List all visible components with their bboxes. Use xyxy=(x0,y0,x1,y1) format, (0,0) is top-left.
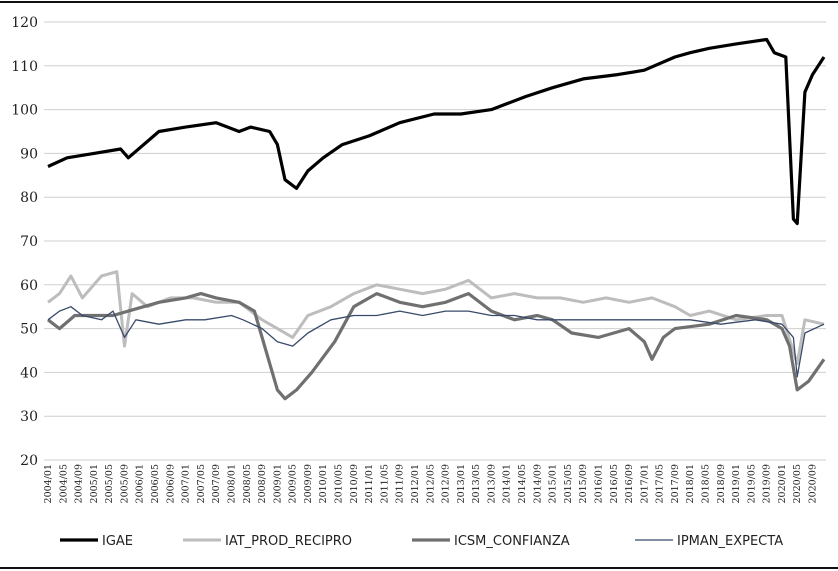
y-tick-label: 40 xyxy=(20,365,38,381)
y-tick-label: 80 xyxy=(20,190,38,206)
x-tick-label: 2005/05 xyxy=(104,464,115,503)
x-tick-label: 2019/05 xyxy=(746,464,757,503)
legend-label: IGAE xyxy=(102,534,133,549)
y-tick-label: 90 xyxy=(20,146,38,162)
x-tick-label: 2012/01 xyxy=(410,464,421,503)
x-tick-label: 2010/05 xyxy=(334,464,345,503)
x-tick-label: 2006/05 xyxy=(150,464,161,503)
x-tick-label: 2017/09 xyxy=(670,464,681,503)
x-tick-label: 2011/01 xyxy=(364,464,375,503)
x-tick-label: 2014/05 xyxy=(517,464,528,503)
x-tick-label: 2015/05 xyxy=(563,464,574,503)
y-tick-label: 20 xyxy=(20,453,38,469)
series-line-icsm-confianza xyxy=(47,292,826,401)
x-tick-label: 2006/01 xyxy=(135,464,146,503)
y-tick-label: 110 xyxy=(11,59,38,75)
x-tick-label: 2009/09 xyxy=(303,464,314,503)
x-tick-label: 2013/09 xyxy=(486,464,497,503)
y-tick-label: 50 xyxy=(20,322,38,338)
x-tick-label: 2020/01 xyxy=(777,464,788,503)
y-tick-label: 120 xyxy=(11,15,38,31)
x-tick-label: 2011/09 xyxy=(395,464,406,503)
legend-label: IPMAN_EXPECTA xyxy=(677,534,783,549)
x-tick-label: 2012/09 xyxy=(441,464,452,503)
x-tick-label: 2015/09 xyxy=(578,464,589,503)
y-tick-label: 100 xyxy=(11,103,38,119)
x-tick-label: 2016/01 xyxy=(593,464,604,503)
y-tick-label: 60 xyxy=(20,278,38,294)
x-tick-label: 2013/05 xyxy=(471,464,482,503)
x-tick-label: 2013/01 xyxy=(456,464,467,503)
x-tick-label: 2017/05 xyxy=(655,464,666,503)
x-tick-label: 2016/05 xyxy=(609,464,620,503)
y-tick-label: 70 xyxy=(20,234,38,250)
series-line-ipman-expecta xyxy=(47,306,825,378)
series-line-igae xyxy=(47,37,826,226)
x-tick-label: 2014/09 xyxy=(532,464,543,503)
x-tick-label: 2017/01 xyxy=(639,464,650,503)
x-tick-label: 2011/05 xyxy=(379,464,390,503)
x-tick-label: 2007/01 xyxy=(181,464,192,503)
x-tick-label: 2008/01 xyxy=(226,464,237,503)
x-tick-label: 2014/01 xyxy=(502,464,513,503)
x-tick-label: 2007/09 xyxy=(211,464,222,503)
x-tick-label: 2020/05 xyxy=(792,464,803,503)
x-tick-label: 2004/05 xyxy=(58,464,69,503)
legend-label: ICSM_CONFIANZA xyxy=(454,534,570,549)
x-tick-label: 2004/01 xyxy=(43,464,54,503)
series-line-iat-prod-recipro xyxy=(47,270,825,366)
x-tick-label: 2012/05 xyxy=(425,464,436,503)
x-tick-label: 2018/09 xyxy=(716,464,727,503)
x-tick-label: 2020/09 xyxy=(808,464,819,503)
x-tick-label: 2015/01 xyxy=(548,464,559,503)
y-axis-tick-labels: 20 30 40 50 60 70 80 90 100 110 120 xyxy=(11,15,38,469)
x-tick-label: 2019/01 xyxy=(731,464,742,503)
x-tick-label: 2018/05 xyxy=(700,464,711,503)
x-tick-label: 2007/05 xyxy=(196,464,207,503)
legend-label: IAT_PROD_RECIPRO xyxy=(225,534,352,549)
x-tick-label: 2009/01 xyxy=(272,464,283,503)
gridlines xyxy=(44,21,826,461)
x-tick-label: 2010/01 xyxy=(318,464,329,503)
x-tick-label: 2019/09 xyxy=(762,464,773,503)
x-tick-label: 2018/01 xyxy=(685,464,696,503)
series-lines xyxy=(47,37,826,401)
x-tick-label: 2008/09 xyxy=(257,464,268,503)
legend: IGAE IAT_PROD_RECIPRO ICSM_CONFIANZA IPMAN_… xyxy=(60,534,783,549)
x-tick-label: 2005/01 xyxy=(89,464,100,503)
x-tick-label: 2009/05 xyxy=(288,464,299,503)
x-tick-label: 2005/09 xyxy=(119,464,130,503)
x-tick-label: 2016/09 xyxy=(624,464,635,503)
x-axis-tick-labels: 2004/01 2004/05 2004/09 2005/01 2005/05 2005/… xyxy=(43,464,819,503)
x-tick-label: 2010/09 xyxy=(349,464,360,503)
x-tick-label: 2004/09 xyxy=(74,464,85,503)
x-tick-label: 2008/05 xyxy=(242,464,253,503)
y-tick-label: 30 xyxy=(20,409,38,425)
x-tick-label: 2006/09 xyxy=(165,464,176,503)
